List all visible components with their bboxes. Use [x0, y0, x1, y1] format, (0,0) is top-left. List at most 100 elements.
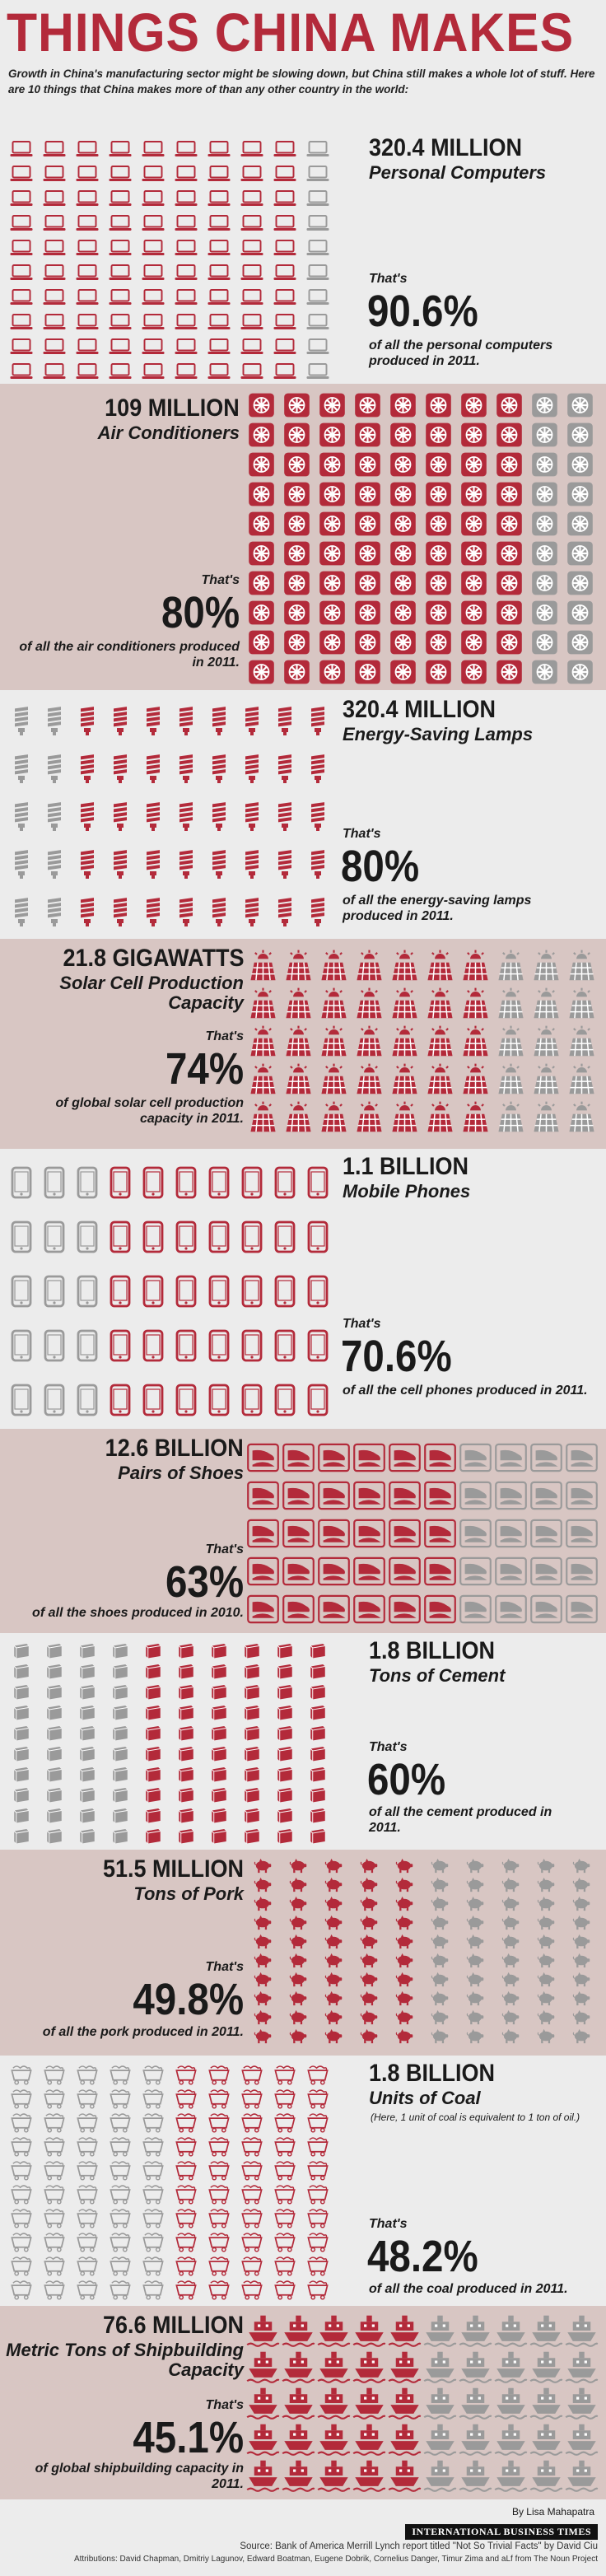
mobile-phone-icon	[301, 1155, 334, 1210]
coal-cart-icon	[5, 2229, 38, 2253]
shoe-icon	[281, 1552, 316, 1590]
air-conditioner-icon	[315, 568, 350, 598]
cement-icon-grid	[5, 1640, 334, 1846]
coal-cart-icon	[71, 2062, 104, 2086]
air-conditioner-icon	[492, 628, 527, 657]
pig-icon	[316, 1875, 352, 1894]
ship-icon	[564, 2421, 599, 2457]
cement-bag-icon	[38, 1784, 71, 1804]
laptop-icon	[203, 260, 235, 285]
air-conditioner-icon	[492, 657, 527, 687]
cement-bag-icon	[235, 1784, 268, 1804]
laptop-icon	[268, 211, 301, 236]
pig-icon	[529, 1894, 564, 1913]
ship-icon	[564, 2457, 599, 2494]
air-conditioner-icon	[527, 390, 562, 420]
pig-icon	[352, 1875, 387, 1894]
coal-cart-icon	[137, 2110, 170, 2134]
mobile-phone-icon	[71, 1264, 104, 1318]
air-conditioner-icon	[562, 628, 598, 657]
solar-cell-icon	[387, 947, 422, 985]
coal-cart-icon	[71, 2277, 104, 2301]
ship-icon	[245, 2421, 281, 2457]
shoe-icon	[493, 1439, 529, 1477]
mobile-phone-icon	[5, 1264, 38, 1318]
coal-cart-icon	[268, 2110, 301, 2134]
pig-icon	[387, 1970, 422, 1989]
mobile-phone-icon	[203, 1155, 235, 1210]
air-conditioner-icon	[315, 598, 350, 628]
pig-icon	[352, 1932, 387, 1951]
pig-icon	[281, 1913, 316, 1932]
air-conditioner-icon	[279, 539, 315, 568]
section-air-conditioners: 109 MILLION Air Conditioners That's 80% …	[0, 384, 606, 690]
laptop-icon	[301, 310, 334, 334]
laptop-icon	[235, 137, 268, 161]
air-conditioner-icon	[421, 450, 456, 479]
amount: 76.6 MILLION	[102, 2312, 244, 2339]
air-conditioner-icon	[315, 420, 350, 450]
solar-cell-icon	[352, 985, 387, 1023]
laptop-icon	[235, 359, 268, 384]
lamp-icon	[71, 744, 104, 792]
ship-icon	[281, 2349, 316, 2385]
pig-icon	[564, 1970, 599, 1989]
section-solar: 21.8 GIGAWATTS Solar Cell Production Cap…	[0, 939, 606, 1149]
pig-icon	[458, 2027, 493, 2046]
solar-cell-icon	[493, 1099, 529, 1136]
air-conditioner-icon	[456, 539, 492, 568]
laptop-icon	[301, 260, 334, 285]
mobile-phone-icon	[5, 1155, 38, 1210]
cement-bag-icon	[301, 1825, 334, 1846]
air-conditioner-icon	[456, 509, 492, 539]
coal-cart-icon	[268, 2253, 301, 2277]
coal-cart-icon	[170, 2205, 203, 2229]
coal-cart-icon	[235, 2229, 268, 2253]
solar-cell-icon	[281, 947, 316, 985]
solar-cell-icon	[281, 985, 316, 1023]
cement-bag-icon	[203, 1722, 235, 1743]
air-conditioner-icon	[527, 479, 562, 509]
laptop-icon	[268, 137, 301, 161]
footer: By Lisa Mahapatra INTERNATIONAL BUSINESS…	[0, 2499, 606, 2576]
coal-cart-icon	[203, 2229, 235, 2253]
air-conditioner-icon	[492, 479, 527, 509]
lamp-icon	[170, 697, 203, 744]
cement-bag-icon	[5, 1763, 38, 1784]
laptop-icon	[5, 359, 38, 384]
air-conditioner-icon	[385, 628, 421, 657]
coal-cart-icon	[235, 2277, 268, 2301]
thats-label: That's	[369, 2217, 408, 2231]
cement-bag-icon	[71, 1640, 104, 1660]
shoe-icon	[316, 1439, 352, 1477]
laptop-icon	[301, 359, 334, 384]
pig-icon	[493, 1875, 529, 1894]
laptop-icon	[104, 310, 137, 334]
pig-icon	[352, 1951, 387, 1970]
item-label: Air Conditioners	[97, 422, 240, 443]
pig-icon	[352, 2027, 387, 2046]
solar-cell-icon	[316, 1023, 352, 1061]
air-conditioner-icon	[492, 450, 527, 479]
coal-cart-icon	[235, 2110, 268, 2134]
air-conditioner-icon	[315, 509, 350, 539]
laptop-icon	[5, 236, 38, 260]
air-conditioner-icon	[492, 598, 527, 628]
mobile-phone-icon	[170, 1264, 203, 1318]
pig-icon	[245, 1894, 281, 1913]
coal-cart-icon	[5, 2062, 38, 2086]
lamp-icon	[301, 792, 334, 840]
air-conditioner-icon	[385, 657, 421, 687]
pig-icon	[422, 1951, 458, 1970]
ship-icon	[458, 2312, 493, 2349]
cement-bag-icon	[104, 1784, 137, 1804]
coal-cart-icon	[137, 2229, 170, 2253]
shoe-icon	[458, 1439, 493, 1477]
mobile-phone-icon	[268, 1318, 301, 1373]
laptop-icon	[170, 161, 203, 186]
lamp-icon	[5, 744, 38, 792]
lamp-icon	[235, 792, 268, 840]
ship-icon	[493, 2349, 529, 2385]
ship-icon	[493, 2312, 529, 2349]
percent-value: 63%	[165, 1557, 244, 1607]
